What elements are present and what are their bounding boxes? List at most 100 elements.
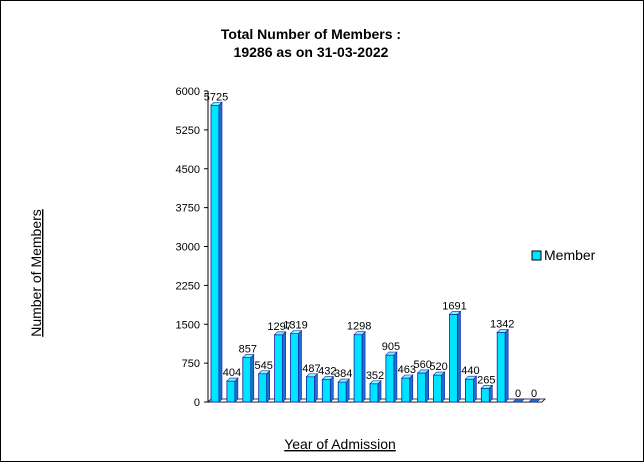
bar [226,380,236,403]
bar-top [273,331,287,336]
data-label: 0 [515,388,521,400]
bar-top [226,377,239,382]
bar-side [504,328,509,403]
bar-side [425,369,430,403]
legend-label: Member [544,247,596,263]
bar [433,374,443,403]
bar-side [377,380,382,403]
bar-side [441,371,445,403]
bar [449,313,458,403]
bar [290,333,299,403]
bar [337,381,347,403]
bar-side [361,330,366,403]
bar [464,378,474,403]
bar-top [337,378,350,383]
bar-side [298,329,302,403]
data-label: 384 [334,368,352,380]
data-label: 463 [398,364,416,376]
data-label: 432 [318,366,336,378]
bar-top [353,331,366,336]
y-axis-label: Number of Members [28,209,44,337]
data-label: 1319 [283,320,307,332]
bar-top [385,351,398,356]
bar-top [257,370,271,375]
y-tick-label: 4500 [176,164,200,176]
bar-side [409,374,414,403]
data-label: 404 [223,367,241,379]
y-tick-label: 2250 [176,280,200,292]
bar [274,334,284,403]
data-label: 1298 [347,321,371,333]
chart-title-line-1: Total Number of Members : [221,26,401,42]
bar-side [266,370,271,403]
data-label: 0 [531,388,537,400]
bar [258,373,268,403]
bar-side [345,378,350,403]
data-label: 1691 [442,300,466,312]
y-tick-label: 3750 [176,203,200,215]
y-tick-label: 6000 [176,86,200,98]
y-tick-label: 0 [194,397,200,409]
bar [369,383,379,403]
bar-top [480,384,494,389]
bar [401,377,411,403]
bar-side [329,375,334,403]
bar [210,104,220,403]
bar-side [250,353,255,403]
bar [321,379,331,403]
bar-top [321,376,335,380]
bar-top [416,369,430,374]
bar-top [210,101,223,106]
bar-top [464,375,478,380]
bar-top [448,311,462,315]
bar-side [314,373,318,403]
legend-swatch [531,250,542,261]
data-label: 545 [255,360,273,372]
bar-side [218,101,223,403]
bar [242,357,252,403]
bar [528,398,541,403]
y-tick-label: 5250 [176,125,200,137]
bar [496,332,506,403]
data-label: 560 [414,359,432,371]
bar [512,398,525,403]
bar-side [393,351,398,403]
bar-top [242,354,255,358]
chart-title-line-2: 19286 as on 31-03-2022 [234,44,389,60]
bar [353,334,363,403]
y-tick-label: 1500 [176,319,200,331]
data-label: 265 [477,374,495,386]
bar-top [305,373,319,378]
data-label: 352 [366,370,384,382]
chart-title: Total Number of Members : 19286 as on 31… [221,26,401,60]
x-axis-label: Year of Admission [284,436,396,452]
data-label: 1297 [267,321,291,333]
data-label: 857 [239,344,257,356]
data-label: 5725 [204,91,228,103]
data-label: 520 [429,361,447,373]
bar-side [282,331,286,403]
bar [385,354,395,403]
bar-top [289,330,303,334]
bar-top [369,380,382,385]
bar-top [401,374,414,379]
bar-side [234,377,239,403]
legend: Member [531,247,596,263]
bar-top [432,371,446,376]
data-label: 1342 [490,318,514,330]
data-label: 440 [461,365,479,377]
data-label: 487 [302,363,320,375]
bar [305,376,315,403]
bar [480,387,490,403]
bar-top [496,329,509,333]
data-label: 905 [382,341,400,353]
y-tick-label: 750 [182,358,200,370]
bars [210,101,541,403]
bar-side [457,310,461,403]
y-tick-label: 3000 [176,242,200,254]
bar [417,372,427,403]
bar-side [473,375,477,403]
